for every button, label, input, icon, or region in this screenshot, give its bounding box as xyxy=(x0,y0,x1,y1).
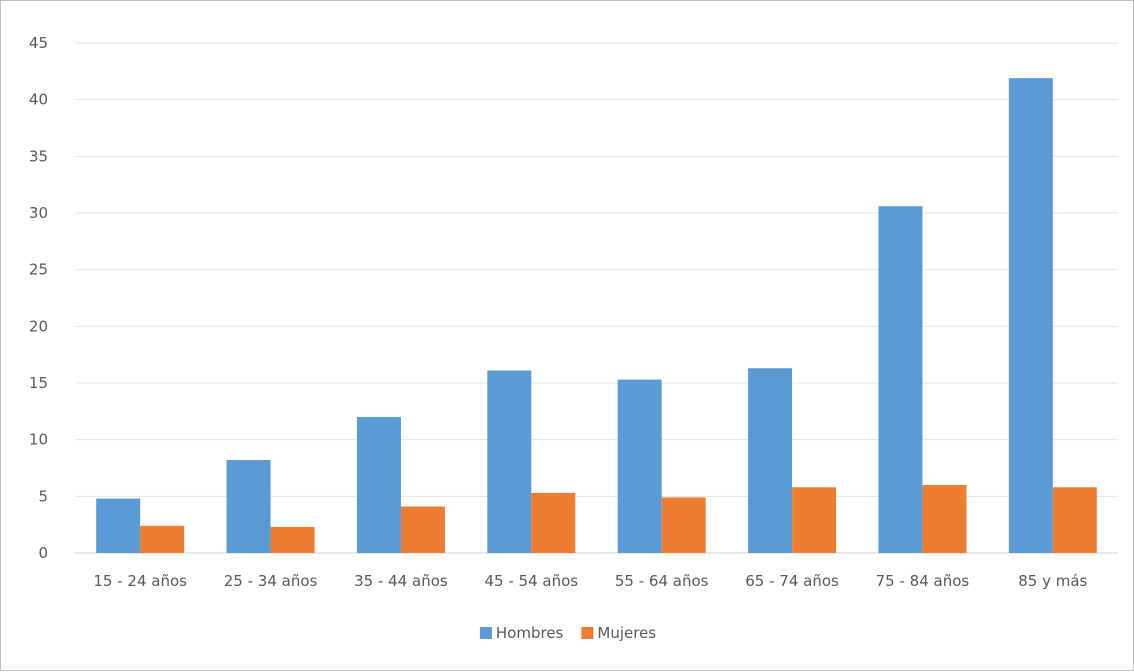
bar-mujeres xyxy=(140,525,185,553)
x-axis-tick-labels: 15 - 24 años 25 - 34 años 35 - 44 años 45 -… xyxy=(93,572,1087,590)
bar-hombres xyxy=(226,460,271,553)
bar-hombres xyxy=(487,370,532,553)
legend-swatch xyxy=(479,627,492,639)
bar-hombres xyxy=(617,379,662,553)
legend-item: Hombres xyxy=(479,624,564,642)
bar-mujeres xyxy=(531,492,576,553)
x-tick-label: 65 - 74 años xyxy=(745,572,839,590)
legend-label: Hombres xyxy=(496,624,564,642)
y-tick-label: 25 xyxy=(29,261,48,279)
bar-mujeres xyxy=(270,526,315,553)
bars xyxy=(96,78,1097,553)
x-tick-label: 75 - 84 años xyxy=(876,572,970,590)
bar-mujeres xyxy=(792,487,837,553)
bar-hombres xyxy=(1008,78,1053,553)
legend: Hombres Mujeres xyxy=(479,624,656,642)
legend-swatch xyxy=(581,627,594,639)
legend-label: Mujeres xyxy=(597,624,656,642)
x-tick-label: 55 - 64 años xyxy=(615,572,709,590)
y-tick-label: 20 xyxy=(29,317,48,335)
bar-hombres xyxy=(878,206,923,553)
y-tick-label: 10 xyxy=(29,431,48,449)
x-tick-label: 15 - 24 años xyxy=(93,572,187,590)
x-tick-label: 45 - 54 años xyxy=(485,572,579,590)
y-tick-label: 0 xyxy=(38,544,48,562)
bar-hombres xyxy=(748,368,793,553)
bar-hombres xyxy=(356,417,401,553)
bar-mujeres xyxy=(922,485,967,553)
x-tick-label: 25 - 34 años xyxy=(224,572,318,590)
bar-mujeres xyxy=(661,497,706,553)
bar-hombres xyxy=(96,498,141,553)
x-tick-label: 35 - 44 años xyxy=(354,572,448,590)
y-tick-label: 30 xyxy=(29,204,48,222)
y-tick-label: 5 xyxy=(38,487,48,505)
y-axis-tick-labels: 0 5 10 15 20 25 30 35 40 45 xyxy=(29,34,48,562)
y-tick-label: 40 xyxy=(29,91,48,109)
y-tick-label: 35 xyxy=(29,147,48,165)
y-tick-label: 45 xyxy=(29,34,48,52)
bar-mujeres xyxy=(1052,487,1097,553)
x-tick-label: 85 y más xyxy=(1018,572,1087,590)
bar-mujeres xyxy=(400,506,445,553)
legend-item: Mujeres xyxy=(581,624,656,642)
y-tick-label: 15 xyxy=(29,374,48,392)
